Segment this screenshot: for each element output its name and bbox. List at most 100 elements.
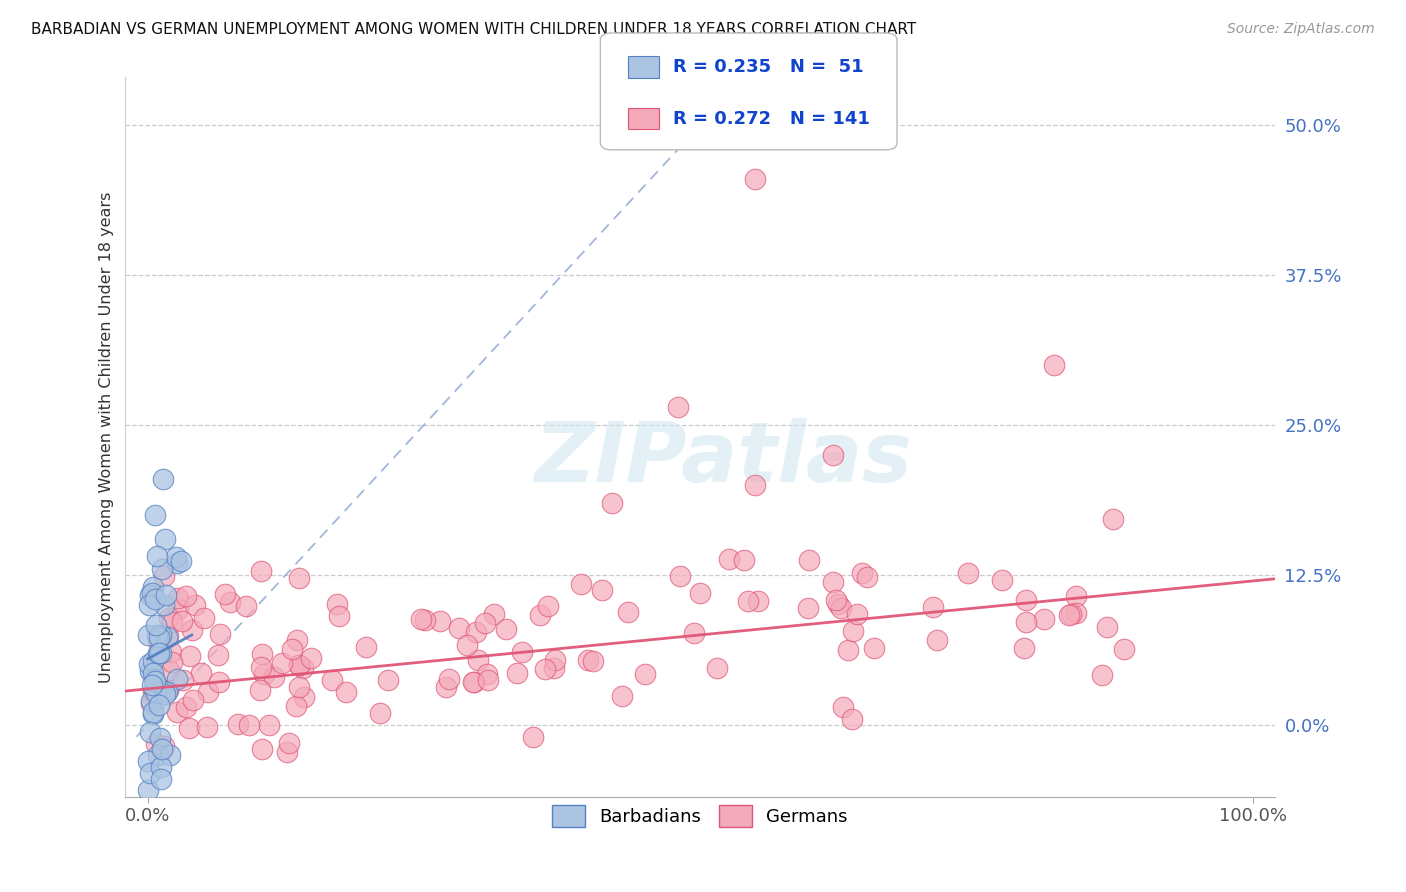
Point xyxy=(474,615,496,630)
Point xyxy=(249,683,271,698)
Point xyxy=(139,664,162,678)
Point xyxy=(174,699,197,714)
Point xyxy=(149,731,172,745)
Point xyxy=(287,657,309,672)
Point xyxy=(328,608,350,623)
Point xyxy=(138,783,160,797)
Point xyxy=(148,646,170,660)
Y-axis label: Unemployment Among Women with Children Under 18 years: Unemployment Among Women with Children U… xyxy=(100,192,114,682)
Point xyxy=(1032,612,1054,626)
Point xyxy=(195,720,218,734)
Point xyxy=(737,594,759,608)
Point xyxy=(276,745,298,759)
Point xyxy=(821,448,844,462)
Point xyxy=(856,570,879,584)
Point xyxy=(141,666,163,681)
Point xyxy=(136,754,159,768)
Point xyxy=(612,690,634,704)
Point xyxy=(436,680,458,694)
Point xyxy=(1059,607,1081,621)
Point xyxy=(156,685,179,699)
Point xyxy=(270,656,292,670)
Point xyxy=(668,569,690,583)
Point xyxy=(600,496,623,510)
Point xyxy=(181,692,204,706)
Point xyxy=(167,602,190,616)
Point xyxy=(1102,511,1125,525)
Point xyxy=(153,532,176,546)
Point xyxy=(143,508,166,522)
Point xyxy=(179,721,201,735)
Point xyxy=(146,646,169,660)
Point xyxy=(325,597,347,611)
Point xyxy=(439,672,461,686)
Point xyxy=(1097,620,1119,634)
Point xyxy=(510,645,533,659)
Point xyxy=(146,549,169,563)
Point xyxy=(335,685,357,699)
Point xyxy=(145,618,167,632)
Point xyxy=(825,592,848,607)
Point xyxy=(155,630,177,644)
Point xyxy=(183,598,205,612)
Point xyxy=(166,706,188,720)
Point xyxy=(167,591,190,605)
Point xyxy=(157,663,180,677)
Point xyxy=(1015,615,1038,629)
Point xyxy=(285,632,308,647)
Point xyxy=(377,673,399,687)
Point xyxy=(145,686,167,700)
Point xyxy=(150,741,173,756)
Point xyxy=(280,642,302,657)
Point xyxy=(155,588,177,602)
Point xyxy=(142,580,165,594)
Point xyxy=(139,696,162,710)
Point xyxy=(170,614,193,628)
Text: R = 0.235   N =  51: R = 0.235 N = 51 xyxy=(673,58,865,76)
Text: Source: ZipAtlas.com: Source: ZipAtlas.com xyxy=(1227,22,1375,37)
Point xyxy=(841,712,863,726)
Point xyxy=(143,672,166,686)
Point xyxy=(927,632,949,647)
Point xyxy=(148,698,170,713)
Point xyxy=(150,562,173,576)
Point xyxy=(505,665,527,680)
Point xyxy=(150,646,173,660)
Point xyxy=(733,553,755,567)
Point xyxy=(1042,358,1064,372)
Point xyxy=(157,611,180,625)
Point xyxy=(744,478,766,492)
Point xyxy=(190,665,212,680)
Point xyxy=(477,667,499,681)
Point xyxy=(495,622,517,636)
Point xyxy=(744,172,766,186)
Point xyxy=(179,648,201,663)
Point xyxy=(582,654,605,668)
Point xyxy=(162,655,184,669)
Point xyxy=(193,610,215,624)
Point xyxy=(174,589,197,603)
Point xyxy=(463,674,485,689)
Point xyxy=(142,654,165,668)
Point xyxy=(160,645,183,659)
Point xyxy=(139,765,162,780)
Point xyxy=(536,599,558,614)
Point xyxy=(463,675,485,690)
Point xyxy=(543,660,565,674)
Point xyxy=(207,648,229,663)
Text: ZIPatlas: ZIPatlas xyxy=(534,418,912,500)
Point xyxy=(921,599,943,614)
Point xyxy=(845,607,868,621)
Point xyxy=(797,601,820,615)
Point xyxy=(634,666,657,681)
Point xyxy=(830,601,852,615)
Point xyxy=(165,550,187,565)
Point xyxy=(160,615,183,630)
Point xyxy=(235,599,257,613)
Point xyxy=(529,607,551,622)
Point xyxy=(141,678,163,692)
Point xyxy=(706,661,728,675)
Point xyxy=(837,643,859,657)
Point xyxy=(250,742,273,756)
Point xyxy=(797,552,820,566)
